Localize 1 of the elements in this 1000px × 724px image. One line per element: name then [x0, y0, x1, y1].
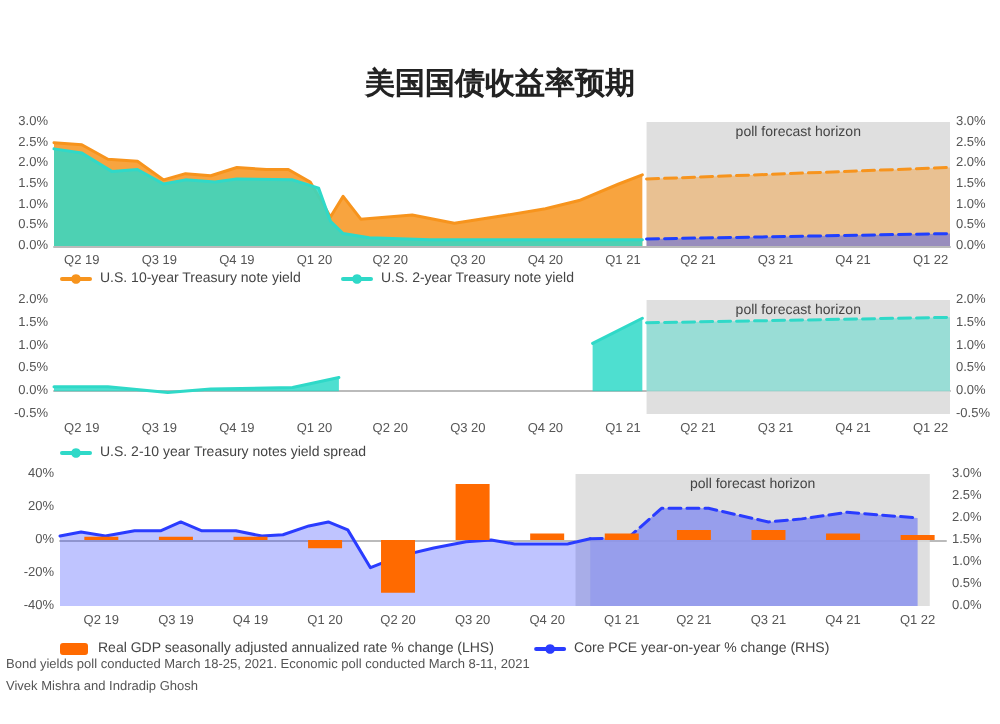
chart-title: 美国国债收益率预期 — [363, 65, 635, 101]
